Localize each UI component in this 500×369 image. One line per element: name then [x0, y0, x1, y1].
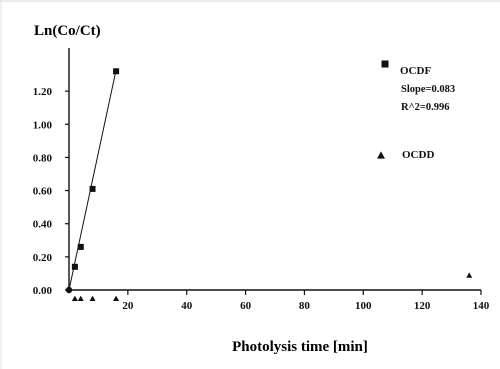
ocdd-point	[89, 295, 96, 301]
y-tick-label: 1.20	[33, 86, 53, 98]
ocdf-point	[89, 185, 96, 192]
x-tick-labels: 20 40 60 80 100 120 140	[122, 300, 489, 312]
ocdf-slope-annotation: Slope=0.083	[401, 84, 455, 95]
x-axis-title: Photolysis time [min]	[232, 339, 368, 355]
x-tick-label: 20	[122, 300, 134, 312]
y-tick-label: 0.60	[33, 186, 53, 198]
x-tick-label: 100	[355, 300, 372, 312]
ocdf-fit-line	[68, 69, 117, 291]
y-tick-label: 0.20	[33, 252, 53, 264]
ocdf-point	[65, 286, 73, 294]
y-tick-label: 0.00	[33, 285, 53, 297]
chart-title: Ln(Co/Ct)	[34, 23, 101, 39]
ocdd-point	[113, 295, 120, 301]
legend-ocdd-label: OCDD	[402, 149, 434, 161]
ocdf-point	[71, 263, 78, 270]
y-tick-label: 0.40	[33, 219, 53, 231]
y-tick-labels: 0.00 0.20 0.40 0.60 0.80 1.00 1.20	[33, 86, 53, 297]
y-tick-label: 1.00	[33, 119, 53, 131]
legend-ocdf-label: OCDF	[400, 65, 431, 77]
x-tick-label: 140	[473, 300, 490, 312]
axes	[65, 48, 482, 295]
legend-ocdf-marker	[381, 60, 389, 68]
ocdf-r2-annotation: R^2=0.996	[401, 102, 450, 113]
x-tick-label: 40	[181, 300, 193, 312]
x-tick-label: 60	[240, 300, 252, 312]
data-points	[65, 68, 473, 301]
ocdd-point	[77, 295, 84, 301]
legend: OCDF Slope=0.083 R^2=0.996 OCDD	[377, 60, 455, 161]
ocdf-point	[113, 68, 120, 75]
x-tick-label: 120	[414, 300, 431, 312]
y-tick-label: 0.80	[33, 152, 53, 164]
ocdd-point	[466, 272, 473, 278]
legend-ocdd-marker	[377, 151, 385, 159]
fit-lines	[68, 69, 117, 291]
ocdf-point	[77, 243, 84, 250]
x-tick-label: 80	[299, 300, 311, 312]
ocdd-point	[71, 295, 78, 301]
